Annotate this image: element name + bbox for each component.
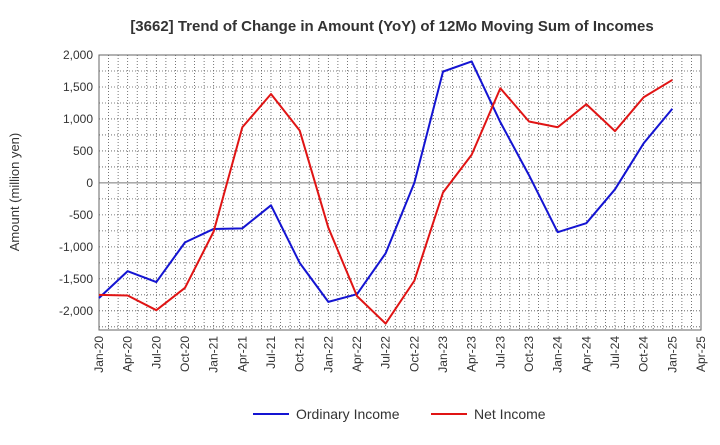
y-tick-label: -1,500 [59, 272, 93, 286]
x-tick-label: Oct-22 [407, 336, 421, 372]
series-line-ordinary-income [98, 60, 674, 303]
x-tick-label: Apr-23 [465, 336, 479, 372]
chart-title: [3662] Trend of Change in Amount (YoY) o… [130, 18, 653, 35]
x-tick-label: Oct-20 [178, 336, 192, 372]
legend-label: Ordinary Income [296, 406, 400, 422]
series-line-net-income [98, 79, 673, 325]
x-tick-label: Jul-24 [608, 336, 622, 369]
x-tick-label: Apr-24 [579, 336, 593, 372]
x-tick-label: Apr-25 [694, 336, 708, 372]
x-tick-label: Jan-25 [665, 336, 679, 373]
x-tick-label: Apr-20 [121, 336, 135, 372]
x-tick-label: Jan-22 [321, 336, 335, 373]
x-tick-label: Jan-23 [436, 336, 450, 373]
y-tick-label: 0 [86, 176, 93, 190]
y-tick-label: -1,000 [59, 240, 93, 254]
legend-label: Net Income [474, 406, 546, 422]
x-tick-label: Oct-23 [522, 336, 536, 372]
y-tick-label: 1,500 [63, 80, 93, 94]
x-tick-label: Apr-21 [235, 336, 249, 372]
y-axis-label: Amount (million yen) [7, 133, 22, 252]
y-tick-label: -2,000 [59, 304, 93, 318]
x-tick-label: Jan-24 [551, 336, 565, 373]
x-tick-label: Jan-20 [92, 336, 106, 373]
y-tick-label: 1,000 [63, 112, 93, 126]
legend: Ordinary Income Net Income [253, 406, 546, 422]
x-tick-label: Apr-22 [350, 336, 364, 372]
x-tick-label: Jul-21 [264, 336, 278, 369]
x-tick-label: Jul-23 [493, 336, 507, 369]
x-tick-label: Jul-20 [149, 336, 163, 369]
x-tick-label: Oct-24 [637, 336, 651, 372]
x-tick-label: Jul-22 [379, 336, 393, 369]
x-tick-label: Oct-21 [293, 336, 307, 372]
plot-border [98, 54, 702, 331]
y-tick-label: -500 [69, 208, 93, 222]
y-tick-label: 500 [73, 144, 93, 158]
x-tick-label: Jan-21 [207, 336, 221, 373]
y-tick-label: 2,000 [63, 48, 93, 62]
plot-area: 2,000 1,500 1,000 500 0 -500 -1,000 -1,500 -2,00… [59, 48, 708, 373]
